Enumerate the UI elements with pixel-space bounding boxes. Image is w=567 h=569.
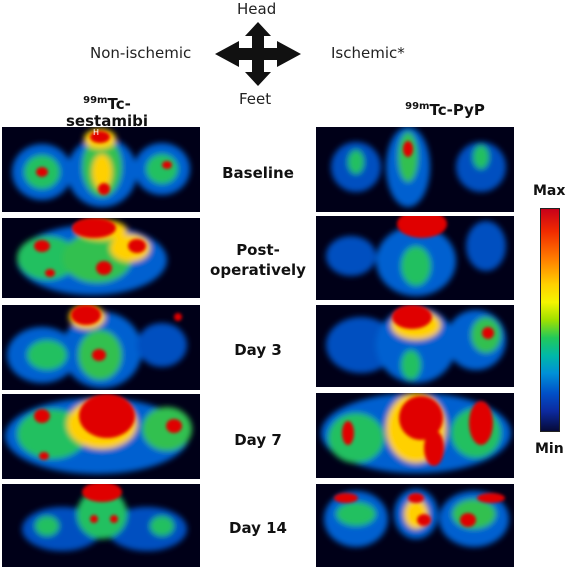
scan-sestamibi-baseline: H <box>2 127 200 212</box>
scan-sestamibi-day-3 <box>2 305 200 390</box>
colorbar <box>540 208 560 432</box>
head-label: Head <box>237 0 277 18</box>
scan-sestamibi-day-7 <box>2 394 200 479</box>
ischemic-label: Ischemic* <box>331 44 405 62</box>
scan-pyp-day-7 <box>316 393 514 478</box>
scan-pyp-day-14 <box>316 484 514 567</box>
feet-label: Feet <box>239 90 272 108</box>
row-label-day-7: Day 7 <box>234 431 282 449</box>
scan-pyp-baseline <box>316 127 514 212</box>
four-way-arrow-icon <box>215 22 301 86</box>
row-label-postoperatively: Post- operatively <box>210 241 306 279</box>
scan-pyp-day-3 <box>316 305 514 387</box>
column-title-pyp: 99mTc-PyP <box>405 101 485 119</box>
scan-sestamibi-postop <box>2 218 200 298</box>
row-label-baseline: Baseline <box>222 164 294 182</box>
colorbar-min-label: Min <box>535 441 564 457</box>
scan-sestamibi-day-14 <box>2 484 200 567</box>
colorbar-max-label: Max <box>533 183 566 199</box>
row-label-day-14: Day 14 <box>229 519 287 537</box>
column-title-sestamibi: 99mTc- sestamibi <box>66 95 148 130</box>
scan-pyp-postop <box>316 216 514 300</box>
non-ischemic-label: Non-ischemic <box>90 44 192 62</box>
row-label-day-3: Day 3 <box>234 341 282 359</box>
scan-marker: H <box>93 128 99 137</box>
